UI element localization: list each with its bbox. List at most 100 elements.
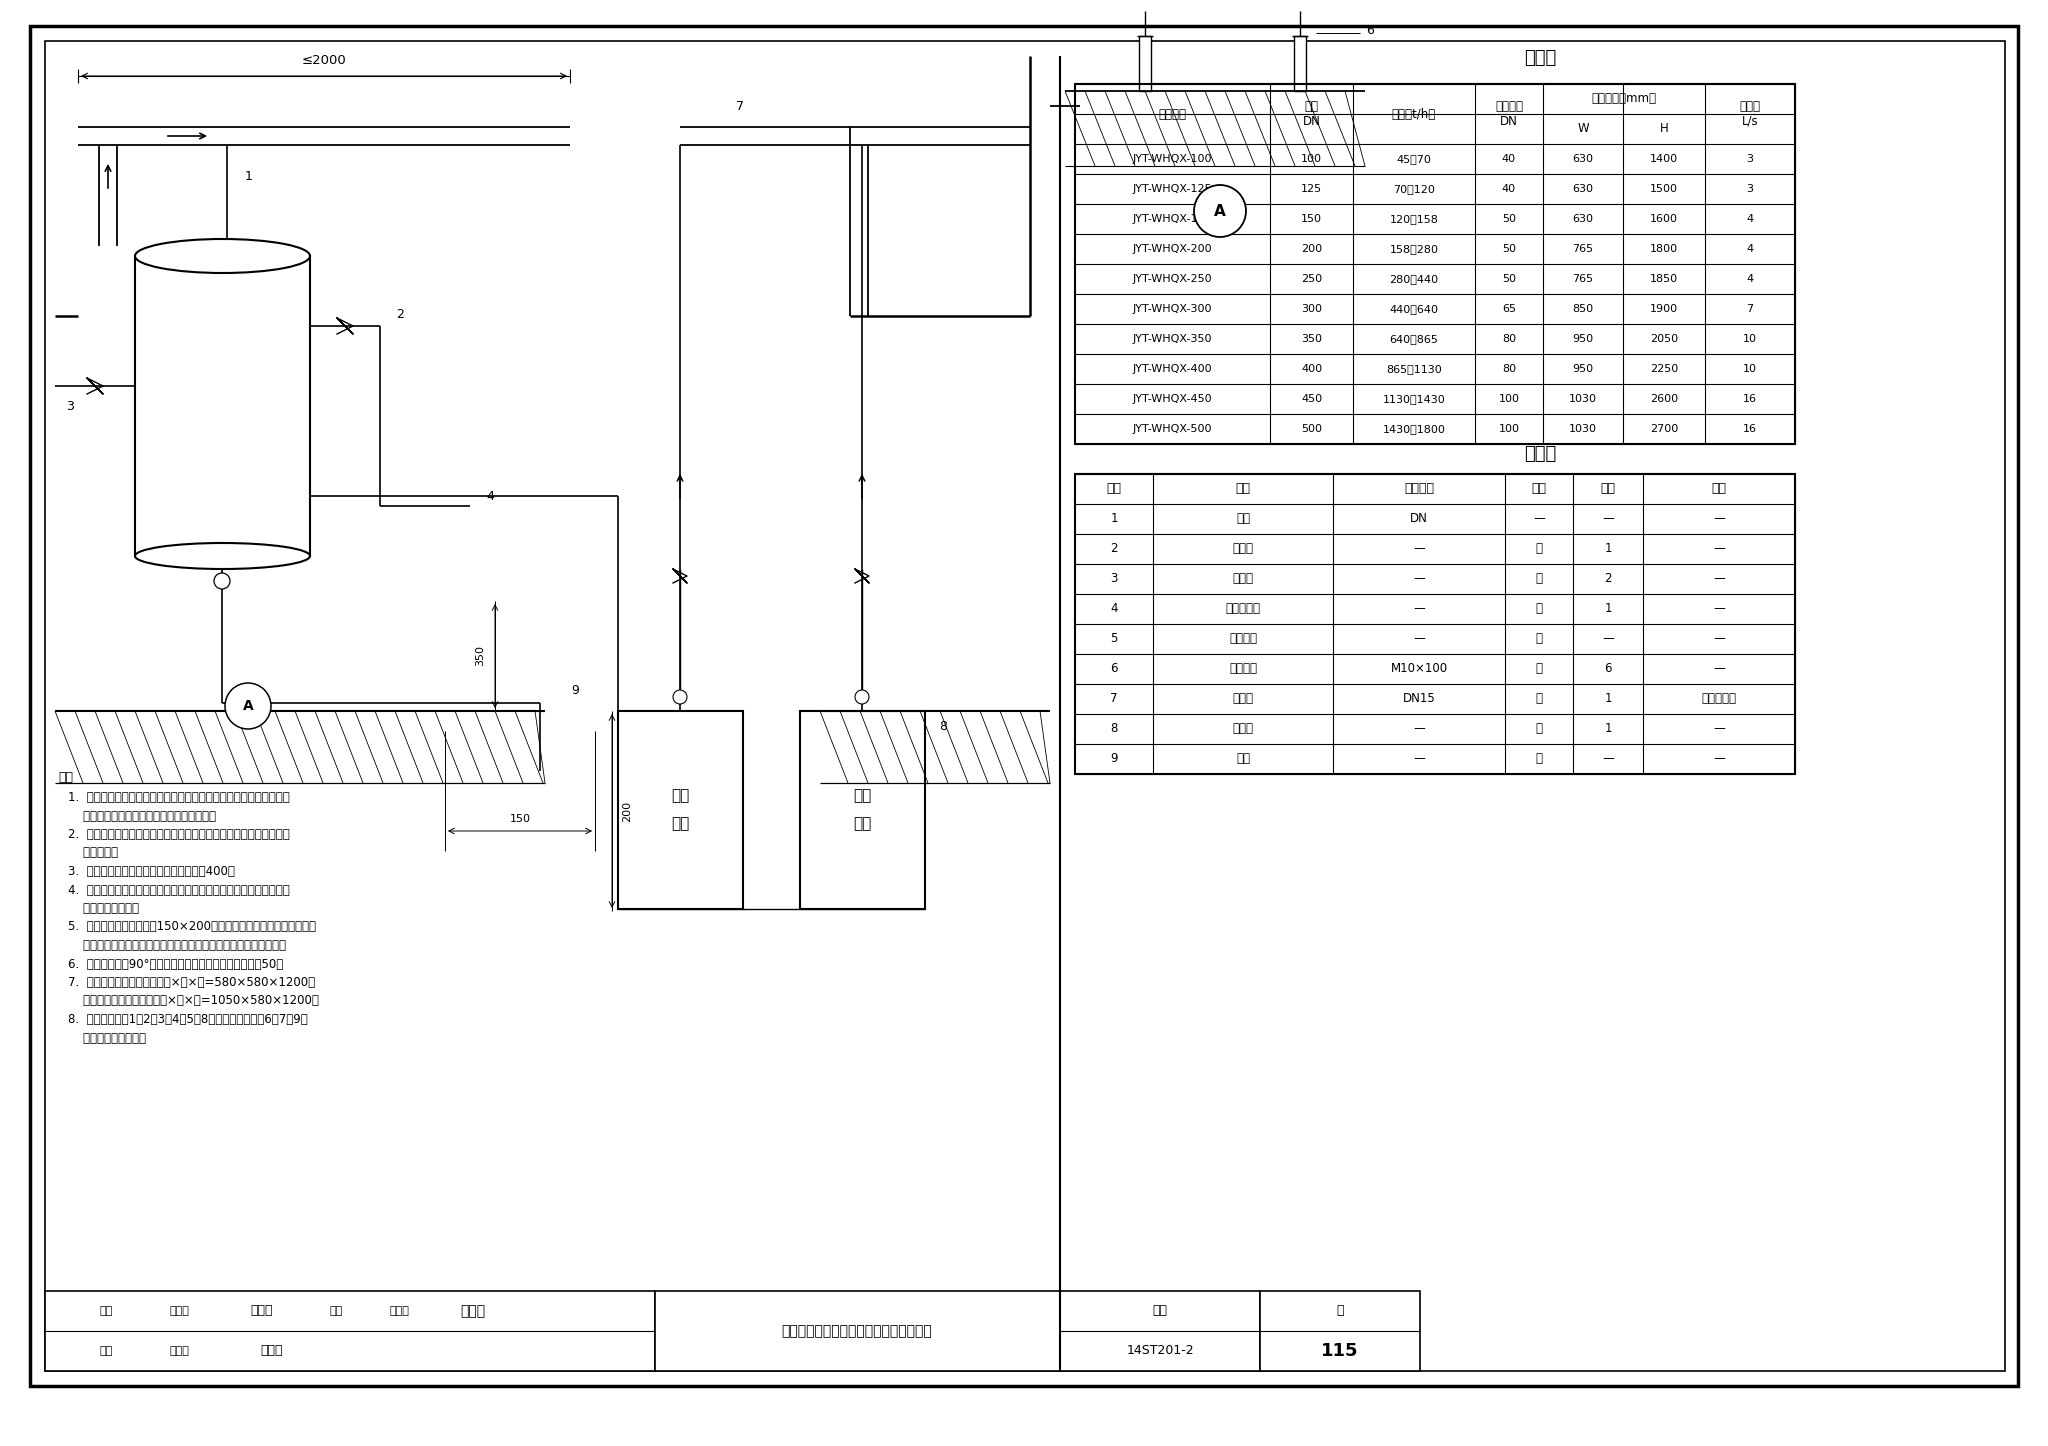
Bar xyxy=(801,711,926,910)
Text: 预留内螺纹: 预留内螺纹 xyxy=(1702,693,1737,706)
Text: 2250: 2250 xyxy=(1651,364,1677,375)
Text: 4: 4 xyxy=(1747,244,1753,254)
Text: 150: 150 xyxy=(510,814,530,824)
Text: 处理设备。: 处理设备。 xyxy=(68,846,119,859)
Text: JYT-WHQX-400: JYT-WHQX-400 xyxy=(1133,364,1212,375)
Text: 2: 2 xyxy=(1110,542,1118,555)
Text: 2: 2 xyxy=(395,308,403,321)
Text: DN: DN xyxy=(1411,512,1427,525)
Text: —: — xyxy=(1534,512,1544,525)
Text: —: — xyxy=(1413,542,1425,555)
Text: 7: 7 xyxy=(735,100,743,113)
Text: 5.  机房排污口尺寸至少为150×200，如果机房尺寸小于此尺寸需要把: 5. 机房排污口尺寸至少为150×200，如果机房尺寸小于此尺寸需要把 xyxy=(68,921,315,934)
Text: M10×100: M10×100 xyxy=(1391,662,1448,675)
Text: 100: 100 xyxy=(1499,424,1520,434)
Text: 4: 4 xyxy=(1747,214,1753,224)
Text: 编号: 编号 xyxy=(1106,483,1122,496)
Text: 4: 4 xyxy=(1747,273,1753,283)
Text: 8.  材料表中编号1、2、3、4、5、8为设备自带，编号6、7、9为: 8. 材料表中编号1、2、3、4、5、8为设备自带，编号6、7、9为 xyxy=(68,1014,307,1027)
Text: 125: 125 xyxy=(1300,184,1323,194)
Text: 流量（t/h）: 流量（t/h） xyxy=(1393,107,1436,120)
Text: 型号规格: 型号规格 xyxy=(1405,483,1434,496)
Text: 500: 500 xyxy=(1300,424,1323,434)
Text: —: — xyxy=(1413,573,1425,586)
Text: 冷冻、冷却水系统物化全效水处理器安装: 冷冻、冷却水系统物化全效水处理器安装 xyxy=(782,1325,932,1338)
Text: 765: 765 xyxy=(1573,273,1593,283)
Text: 300: 300 xyxy=(1300,304,1323,314)
Text: 1800: 1800 xyxy=(1651,244,1677,254)
Text: 1030: 1030 xyxy=(1569,424,1597,434)
Text: 9: 9 xyxy=(1110,752,1118,765)
Text: 8: 8 xyxy=(938,720,946,733)
Text: 40: 40 xyxy=(1501,184,1516,194)
Text: 韩云龙: 韩云龙 xyxy=(250,1304,272,1317)
Text: 50: 50 xyxy=(1501,244,1516,254)
Circle shape xyxy=(213,573,229,589)
Text: 4: 4 xyxy=(1110,603,1118,616)
Text: 单位: 单位 xyxy=(1532,483,1546,496)
Text: —: — xyxy=(1712,512,1724,525)
Bar xyxy=(655,1291,1061,1371)
Text: 4: 4 xyxy=(485,490,494,503)
Text: 950: 950 xyxy=(1573,364,1593,375)
Text: —: — xyxy=(1602,752,1614,765)
Text: A: A xyxy=(242,698,254,713)
Text: 1.  本图按空调冷却水系统物化全效水处理设备安装设计，同时适用于: 1. 本图按空调冷却水系统物化全效水处理设备安装设计，同时适用于 xyxy=(68,791,289,804)
Text: 45～70: 45～70 xyxy=(1397,155,1432,163)
Text: JYT-WHQX-125: JYT-WHQX-125 xyxy=(1133,184,1212,194)
Text: ≤2000: ≤2000 xyxy=(301,55,346,68)
Text: —: — xyxy=(1712,603,1724,616)
Text: 250: 250 xyxy=(1300,273,1323,283)
Text: 1400: 1400 xyxy=(1651,155,1677,163)
Text: DN15: DN15 xyxy=(1403,693,1436,706)
Text: 管径
DN: 管径 DN xyxy=(1303,100,1321,129)
Text: 14ST201-2: 14ST201-2 xyxy=(1126,1345,1194,1358)
Text: 6: 6 xyxy=(1110,662,1118,675)
Text: 韩云光: 韩云光 xyxy=(170,1306,190,1316)
Text: 刘宗峰: 刘宗峰 xyxy=(170,1346,190,1356)
Text: 1850: 1850 xyxy=(1651,273,1677,283)
Text: 外形尺寸（mm）: 外形尺寸（mm） xyxy=(1591,93,1657,106)
Text: 50: 50 xyxy=(1501,273,1516,283)
Text: 9: 9 xyxy=(571,684,580,697)
Text: 膨胀螺栓: 膨胀螺栓 xyxy=(1229,662,1257,675)
Text: 个: 个 xyxy=(1536,632,1542,645)
Text: JYT-WHQX-500: JYT-WHQX-500 xyxy=(1133,424,1212,434)
Text: 3: 3 xyxy=(66,399,74,412)
Text: —: — xyxy=(1413,752,1425,765)
Text: 1430～1800: 1430～1800 xyxy=(1382,424,1446,434)
Text: 校对: 校对 xyxy=(330,1306,344,1316)
Text: 2: 2 xyxy=(1604,573,1612,586)
Ellipse shape xyxy=(135,239,309,273)
Text: 115: 115 xyxy=(1321,1342,1358,1361)
Circle shape xyxy=(854,690,868,704)
Text: 950: 950 xyxy=(1573,334,1593,344)
Text: 120～158: 120～158 xyxy=(1389,214,1438,224)
Text: 电动球阀: 电动球阀 xyxy=(1229,632,1257,645)
Text: 2700: 2700 xyxy=(1651,424,1677,434)
Text: 3: 3 xyxy=(1747,155,1753,163)
Text: 数量: 数量 xyxy=(1599,483,1616,496)
Text: 1130～1430: 1130～1430 xyxy=(1382,393,1446,403)
Text: 肖桂贞: 肖桂贞 xyxy=(389,1306,410,1316)
Text: 个: 个 xyxy=(1536,662,1542,675)
Text: 2600: 2600 xyxy=(1651,393,1677,403)
Text: —: — xyxy=(1413,632,1425,645)
Text: 备注: 备注 xyxy=(1712,483,1726,496)
Text: 注：: 注： xyxy=(57,771,74,784)
Text: 6: 6 xyxy=(1366,25,1374,38)
Text: 450: 450 xyxy=(1300,393,1323,403)
Text: —: — xyxy=(1602,632,1614,645)
Text: 2.  物化全效水处理器是采用物理方法和化学方法相结合的全流量综合: 2. 物化全效水处理器是采用物理方法和化学方法相结合的全流量综合 xyxy=(68,829,289,842)
Text: JYT-WHQX-250: JYT-WHQX-250 xyxy=(1133,273,1212,283)
Bar xyxy=(135,256,309,557)
Text: 65: 65 xyxy=(1501,304,1516,314)
Text: 名称: 名称 xyxy=(1235,483,1251,496)
Text: 个: 个 xyxy=(1536,693,1542,706)
Text: —: — xyxy=(1413,723,1425,736)
Text: 压力表: 压力表 xyxy=(1233,573,1253,586)
Text: 16: 16 xyxy=(1743,393,1757,403)
Text: 50: 50 xyxy=(1501,214,1516,224)
Text: 1: 1 xyxy=(1604,723,1612,736)
Text: 加药: 加药 xyxy=(672,788,688,804)
